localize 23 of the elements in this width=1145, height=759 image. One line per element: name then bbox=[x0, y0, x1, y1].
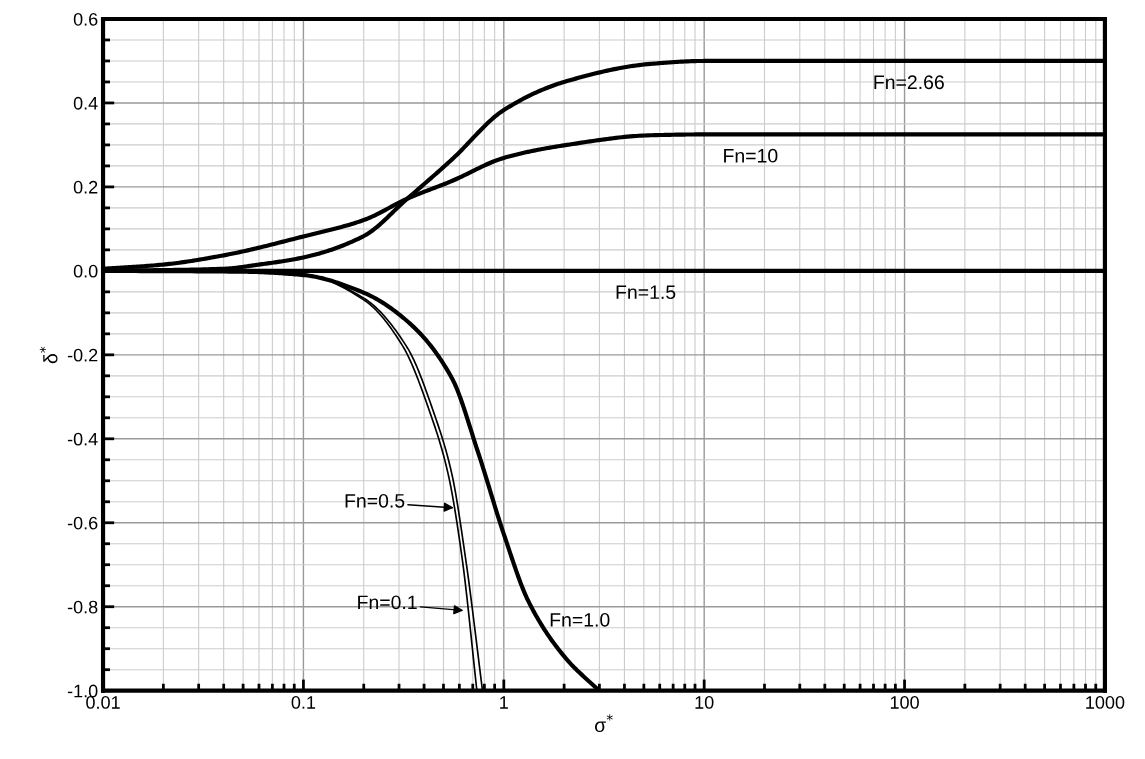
y-tick-label: -0.8 bbox=[67, 600, 98, 614]
y-tick-label: -0.6 bbox=[67, 516, 98, 530]
annotation: Fn=10 bbox=[724, 148, 778, 163]
y-tick-label: -0.4 bbox=[67, 432, 98, 446]
annotation: Fn=0.1 bbox=[358, 595, 417, 610]
y-tick-label: -1.0 bbox=[67, 684, 98, 698]
x-tick-label: 0.1 bbox=[291, 696, 316, 709]
x-tick-label: 1000 bbox=[1086, 696, 1125, 709]
annotation: Fn=0.5 bbox=[345, 493, 405, 508]
y-tick-label: 0.0 bbox=[73, 264, 98, 278]
annotation: Fn=2.66 bbox=[874, 75, 944, 90]
x-tick-label: 1 bbox=[500, 696, 508, 709]
x-tick-label: 10 bbox=[695, 696, 714, 709]
annotation: Fn=1.5 bbox=[616, 285, 676, 300]
y-tick-label: 0.4 bbox=[73, 96, 98, 110]
x-tick-label: 100 bbox=[890, 696, 919, 709]
x-tick-label: 0.01 bbox=[86, 696, 120, 709]
y-tick-label: 0.2 bbox=[73, 180, 98, 194]
x-axis-title: σ$^{*}$ bbox=[594, 714, 613, 733]
y-tick-label: -0.2 bbox=[67, 348, 98, 362]
annotation: Fn=1.0 bbox=[550, 612, 610, 627]
y-tick-label: 0.6 bbox=[73, 12, 98, 26]
y-axis-title: δ$^{*}$ bbox=[39, 346, 58, 364]
